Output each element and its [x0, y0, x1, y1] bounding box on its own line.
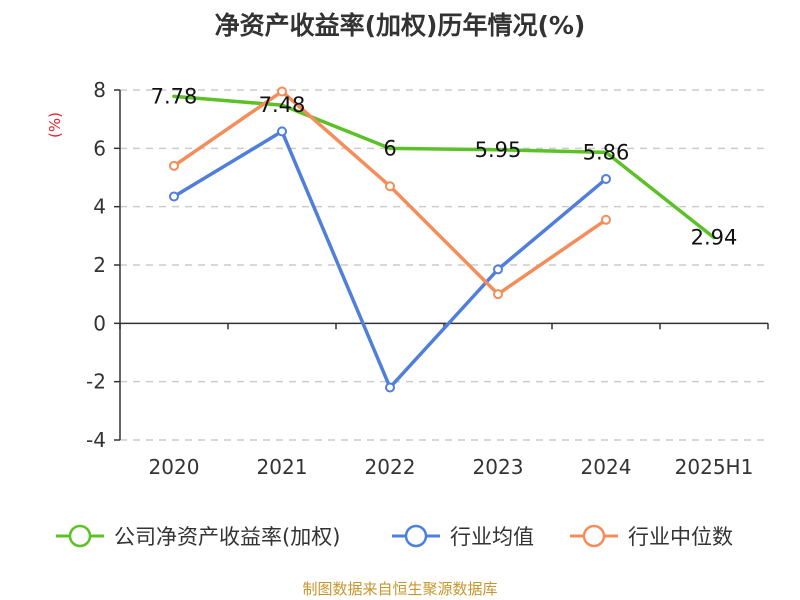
x-tick-label: 2022 — [365, 455, 416, 479]
data-point — [385, 181, 395, 192]
y-tick-label: 4 — [93, 195, 106, 219]
y-axis-unit-label: (%) — [46, 112, 64, 138]
data-point — [169, 191, 179, 202]
series-line — [172, 129, 608, 390]
data-point — [385, 382, 395, 393]
legend-label: 行业中位数 — [628, 525, 733, 549]
legend: 公司净资产收益率(加权) 行业均值 行业中位数 — [56, 524, 733, 549]
y-tick-label: -4 — [86, 428, 106, 452]
y-tick-label: 2 — [93, 253, 106, 277]
chart-title: 净资产收益率(加权)历年情况(%) — [215, 11, 586, 40]
data-point — [277, 126, 287, 137]
data-point — [601, 214, 611, 225]
data-label: 5.95 — [475, 138, 522, 162]
source-note: 制图数据来自恒生聚源数据库 — [302, 580, 497, 598]
legend-item[interactable]: 行业均值 — [392, 524, 534, 549]
data-point — [601, 173, 611, 184]
data-label: 5.86 — [583, 140, 630, 164]
legend-swatch-marker — [582, 524, 606, 548]
series-line — [172, 94, 716, 240]
y-tick-label: -2 — [86, 370, 106, 394]
legend-label: 行业均值 — [450, 525, 534, 549]
data-label: 6 — [383, 136, 396, 160]
y-tick-label: 0 — [93, 311, 106, 335]
legend-label: 公司净资产收益率(加权) — [114, 525, 340, 549]
legend-item[interactable]: 公司净资产收益率(加权) — [56, 524, 340, 549]
legend-swatch-marker — [404, 524, 428, 548]
legend-item[interactable]: 行业中位数 — [570, 524, 733, 549]
x-tick-label: 2024 — [581, 455, 632, 479]
data-point — [493, 289, 503, 300]
x-tick-label: 2020 — [149, 455, 200, 479]
y-tick-label: 8 — [93, 78, 106, 102]
data-label: 2.94 — [691, 226, 738, 250]
data-point — [169, 160, 179, 171]
series-line — [172, 89, 608, 296]
data-label: 7.48 — [259, 93, 306, 117]
data-point — [277, 86, 287, 97]
x-tick-label: 2023 — [473, 455, 524, 479]
data-label: 7.78 — [151, 84, 198, 108]
data-labels: 7.78 7.48 6 5.95 5.86 2.94 — [151, 84, 738, 249]
axes: -4 -2 0 2 4 6 8 2020 2021 2022 2023 2024 2025H1 — [86, 78, 769, 479]
legend-swatch-marker — [68, 524, 92, 548]
x-tick-label: 2021 — [257, 455, 308, 479]
x-tick-label: 2025H1 — [675, 455, 754, 479]
y-tick-label: 6 — [93, 136, 106, 160]
series-lines — [169, 86, 716, 393]
data-point — [493, 264, 503, 275]
grid-lines — [120, 89, 768, 441]
